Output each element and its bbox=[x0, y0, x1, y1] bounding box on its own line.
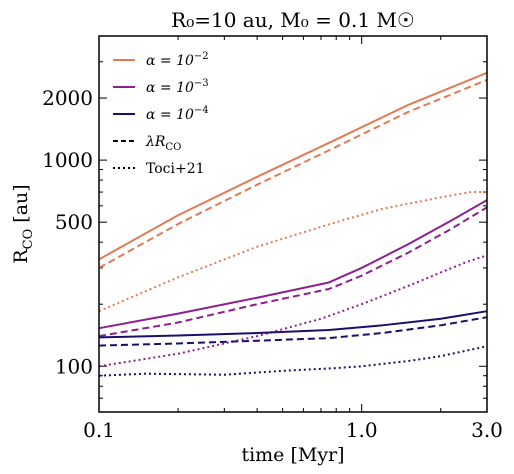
y-tick-label: 2000 bbox=[42, 86, 93, 110]
legend-label: α = 10−4 bbox=[146, 105, 209, 123]
series-line-alpha-1e-4-solid bbox=[98, 310, 488, 339]
legend-label: Toci+21 bbox=[146, 161, 205, 177]
legend: α = 10−2 α = 10−3 α = 10−4 λRCO Toci+21 bbox=[113, 51, 209, 177]
x-tick-label: 1.0 bbox=[346, 418, 378, 442]
x-tick-label: 0.1 bbox=[83, 418, 115, 442]
series-line-alpha-1e-3-dashed bbox=[98, 206, 488, 338]
series-line-alpha-1e-2-solid bbox=[98, 71, 488, 261]
chart-title: R₀=10 au, M₀ = 0.1 M☉ bbox=[171, 8, 415, 32]
series-line-alpha-1e-3-solid bbox=[98, 199, 488, 330]
y-axis-label-sub: CO bbox=[21, 229, 36, 250]
x-axis-label: time [Myr] bbox=[241, 444, 344, 466]
y-tick-label: 100 bbox=[55, 354, 93, 378]
series-line-alpha-1e-2-dashed bbox=[98, 78, 488, 269]
y-axis-label-main: R bbox=[10, 249, 32, 264]
tick-layer: 100 500 1000 2000 0.1 1.0 3.0 bbox=[42, 35, 503, 442]
series-line-alpha-1e-2-dotted bbox=[98, 191, 487, 313]
x-tick-label: 3.0 bbox=[471, 418, 503, 442]
plot-frame bbox=[98, 35, 488, 413]
legend-label: λRCO bbox=[145, 134, 181, 153]
y-axis-label-unit: [au] bbox=[10, 184, 32, 228]
series-line-alpha-1e-4-dotted bbox=[98, 345, 488, 377]
legend-label: α = 10−3 bbox=[146, 78, 209, 96]
legend-label: α = 10−2 bbox=[146, 51, 209, 69]
series-line-alpha-1e-4-dashed bbox=[98, 316, 488, 347]
y-tick-label: 500 bbox=[55, 210, 93, 234]
series-layer bbox=[98, 71, 488, 377]
series-line-alpha-1e-3-dotted bbox=[98, 254, 488, 368]
y-axis-label: RCO [au] bbox=[10, 184, 36, 263]
y-tick-label: 1000 bbox=[42, 148, 93, 172]
